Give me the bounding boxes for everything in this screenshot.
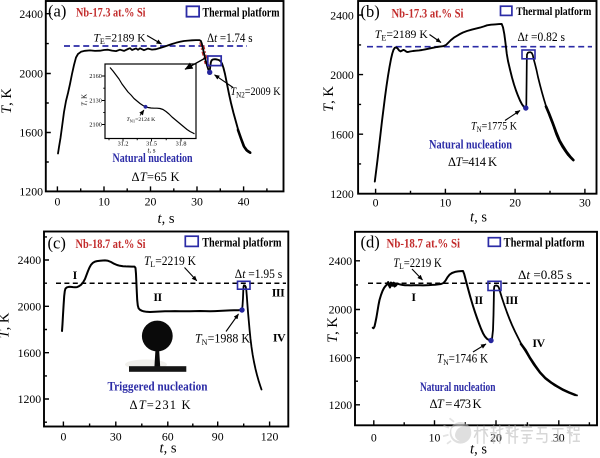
svg-text:I: I [411, 290, 416, 304]
svg-text:t, s: t, s [160, 441, 177, 457]
svg-text:2130: 2130 [89, 98, 101, 105]
svg-text:TL=2219 K: TL=2219 K [393, 256, 441, 271]
svg-text:(b): (b) [361, 2, 380, 21]
svg-text:TE=2189 K: TE=2189 K [375, 27, 428, 42]
svg-text:I: I [73, 268, 78, 282]
svg-text:Triggered nucleation: Triggered nucleation [108, 380, 208, 394]
svg-text:T, K: T, K [82, 94, 89, 106]
svg-text:II: II [153, 290, 162, 304]
svg-text:30: 30 [553, 431, 565, 445]
svg-text:2400: 2400 [18, 253, 42, 267]
svg-text:Δt =1.95 s: Δt =1.95 s [235, 267, 283, 281]
svg-text:0: 0 [54, 195, 60, 209]
svg-text:10: 10 [429, 431, 441, 445]
svg-text:2000: 2000 [330, 68, 354, 82]
svg-text:Thermal platform: Thermal platform [516, 4, 591, 18]
svg-text:t, s: t, s [158, 211, 175, 227]
svg-text:TN=1775 K: TN=1775 K [471, 121, 518, 134]
svg-text:2400: 2400 [329, 254, 353, 268]
svg-text:30: 30 [110, 430, 122, 444]
svg-text:TN1=2124 K: TN1=2124 K [127, 117, 157, 124]
svg-text:1600: 1600 [19, 126, 43, 140]
svg-text:31.2: 31.2 [118, 141, 129, 148]
svg-text:1600: 1600 [18, 346, 42, 360]
svg-text:20: 20 [509, 196, 521, 210]
svg-text:31.8: 31.8 [176, 141, 187, 148]
svg-text:1600: 1600 [329, 351, 353, 365]
svg-text:1200: 1200 [18, 392, 42, 406]
svg-text:90: 90 [212, 430, 224, 444]
svg-text:0: 0 [373, 196, 379, 210]
svg-text:2100: 2100 [89, 122, 101, 129]
svg-text:ΔT = 473 K: ΔT = 473 K [430, 397, 482, 411]
svg-text:31.5: 31.5 [146, 141, 157, 148]
svg-text:1200: 1200 [329, 398, 353, 412]
svg-text:30: 30 [579, 196, 591, 210]
svg-text:120: 120 [261, 430, 279, 444]
svg-text:1200: 1200 [330, 187, 354, 201]
svg-text:T, K: T, K [0, 88, 15, 114]
svg-text:10: 10 [440, 196, 452, 210]
svg-text:20: 20 [490, 431, 502, 445]
svg-text:T, K: T, K [325, 317, 341, 343]
svg-text:TN=1746 K: TN=1746 K [437, 352, 488, 367]
svg-text:Thermal platform: Thermal platform [203, 5, 280, 19]
svg-text:2400: 2400 [330, 8, 354, 22]
svg-text:TE=2189 K: TE=2189 K [94, 31, 146, 46]
svg-text:Δt =0.82 s: Δt =0.82 s [518, 30, 566, 44]
svg-text:Nb-17.3 at.% Si: Nb-17.3 at.% Si [76, 6, 146, 20]
svg-text:30: 30 [191, 195, 203, 209]
svg-text:2400: 2400 [19, 7, 43, 21]
svg-text:t, s: t, s [148, 147, 156, 154]
svg-text:II: II [474, 293, 483, 307]
svg-text:TN2=2009 K: TN2=2009 K [231, 86, 282, 99]
svg-text:1200: 1200 [19, 185, 43, 199]
svg-text:60: 60 [162, 430, 174, 444]
svg-text:2160: 2160 [89, 73, 101, 80]
svg-text:Natural nucleation: Natural nucleation [429, 138, 512, 152]
svg-text:TL=2219 K: TL=2219 K [144, 254, 196, 269]
svg-text:TN=1988 K: TN=1988 K [195, 332, 250, 347]
svg-text:2000: 2000 [18, 300, 42, 314]
svg-text:1600: 1600 [330, 127, 354, 141]
svg-text:(a): (a) [48, 2, 66, 21]
svg-text:T, K: T, K [0, 312, 13, 338]
svg-text:Nb-18.7 at.% Si: Nb-18.7 at.% Si [76, 237, 146, 251]
svg-text:Thermal platform: Thermal platform [202, 235, 282, 249]
svg-text:10: 10 [98, 195, 110, 209]
svg-text:2000: 2000 [19, 67, 43, 81]
svg-text:0: 0 [371, 431, 377, 445]
svg-text:Natural nucleation: Natural nucleation [420, 380, 496, 394]
svg-text:(c): (c) [48, 233, 66, 252]
svg-text:(d): (d) [361, 233, 380, 252]
svg-text:Nb-18.7 at.% Si: Nb-18.7 at.% Si [387, 237, 461, 251]
svg-text:IV: IV [273, 331, 286, 345]
svg-text:T, K: T, K [321, 86, 337, 112]
svg-text:III: III [505, 293, 518, 307]
svg-text:ΔT=414 K: ΔT=414 K [448, 155, 497, 169]
svg-text:Natural nucleation: Natural nucleation [113, 151, 193, 165]
svg-text:2000: 2000 [329, 303, 353, 317]
svg-text:t, s: t, s [470, 442, 487, 458]
svg-text:0: 0 [60, 430, 66, 444]
svg-text:IV: IV [532, 336, 545, 350]
svg-text:t, s: t, s [470, 210, 487, 226]
svg-text:40: 40 [238, 195, 250, 209]
svg-text:Δt =0.85 s: Δt =0.85 s [518, 268, 572, 282]
svg-text:III: III [272, 286, 285, 300]
svg-text:Thermal platform: Thermal platform [504, 236, 585, 250]
svg-text:Nb-17.3 at.% Si: Nb-17.3 at.% Si [392, 6, 464, 20]
svg-text:ΔT=65 K: ΔT=65 K [132, 170, 180, 184]
svg-text:20: 20 [145, 195, 157, 209]
svg-text:Δt =1.74 s: Δt =1.74 s [207, 31, 253, 45]
svg-text:ΔT=231 K: ΔT=231 K [130, 398, 191, 412]
